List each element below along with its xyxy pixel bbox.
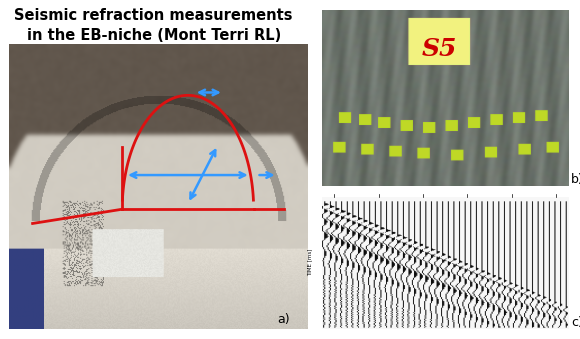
Text: a): a)	[278, 313, 290, 326]
Text: Seismic refraction measurements
in the EB-niche (Mont Terri RL): Seismic refraction measurements in the E…	[14, 8, 293, 43]
Text: S5: S5	[421, 37, 456, 61]
Text: b): b)	[571, 174, 580, 186]
Text: c): c)	[571, 316, 580, 329]
Text: TIME [ms]: TIME [ms]	[307, 249, 312, 276]
